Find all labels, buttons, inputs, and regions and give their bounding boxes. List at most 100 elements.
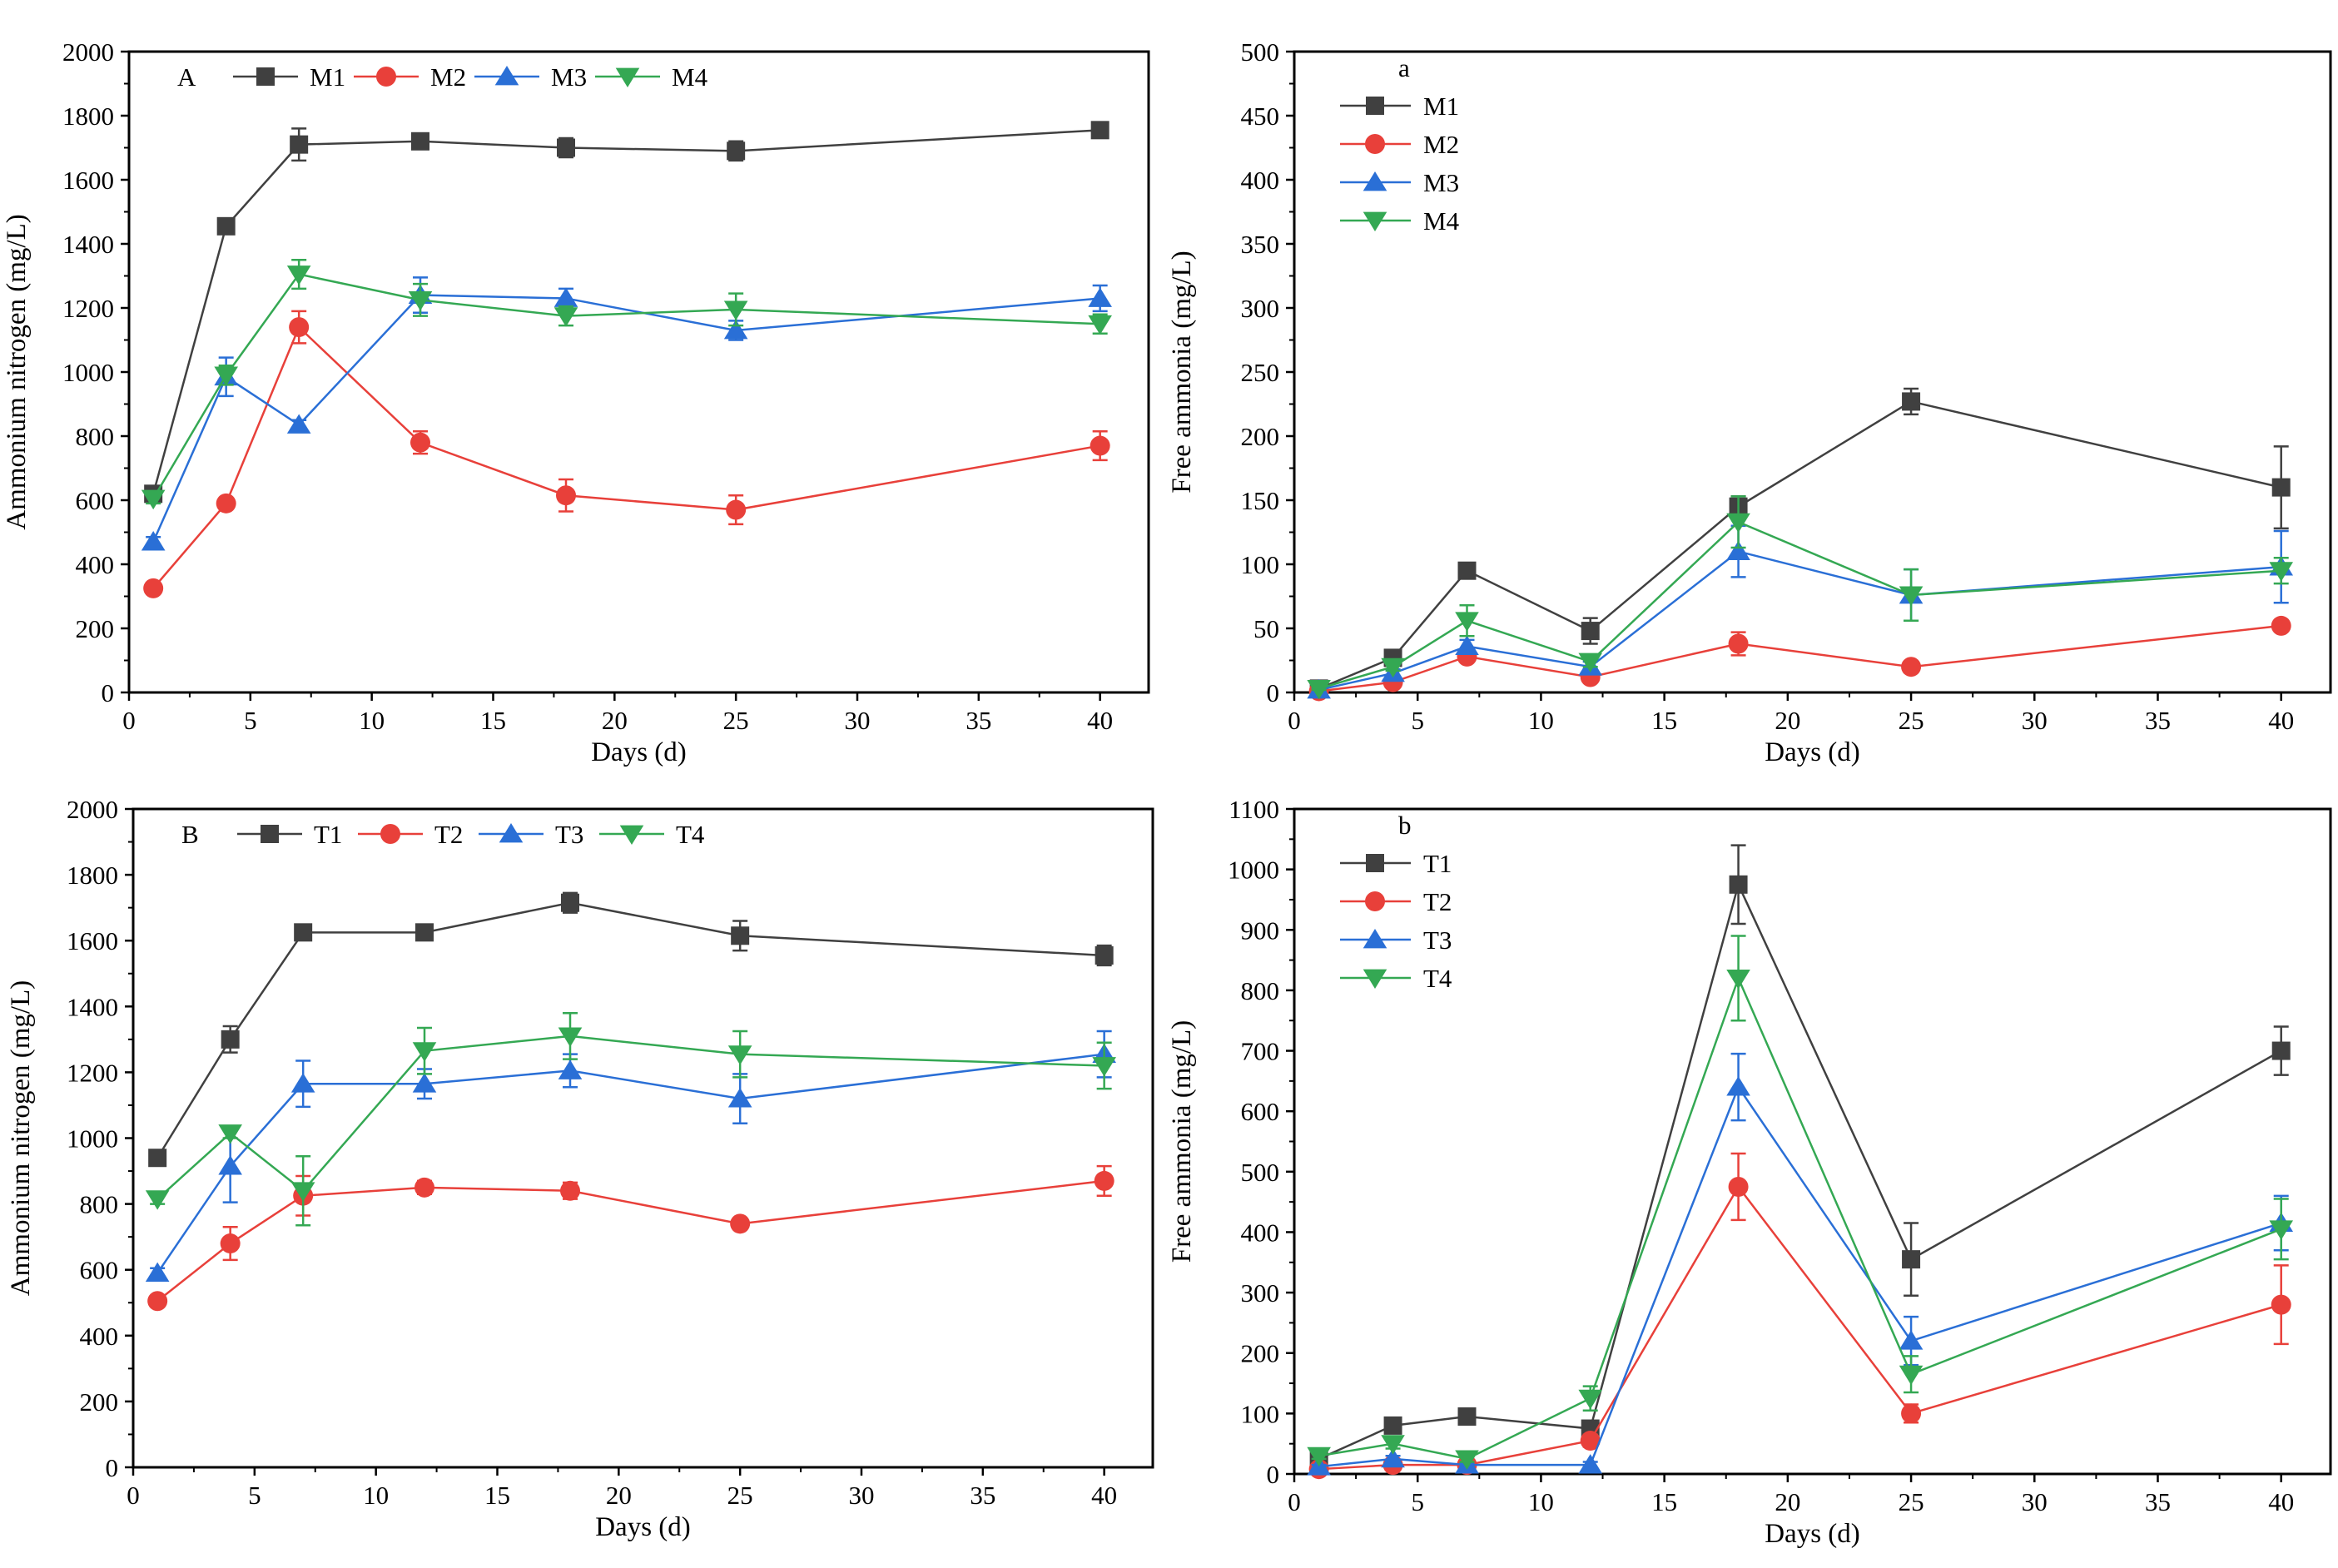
legend-label: M4 — [672, 62, 708, 92]
data-point — [1729, 875, 1748, 894]
data-point — [1090, 121, 1109, 140]
data-point — [1381, 657, 1405, 678]
series-line — [152, 325, 1100, 589]
legend-label: T3 — [555, 820, 583, 849]
y-tick-label: 500 — [1241, 1158, 1280, 1187]
data-point — [1381, 1435, 1405, 1455]
legend: A M1 M2 M3 M4 — [177, 62, 708, 92]
data-point — [218, 1155, 242, 1175]
data-point — [1899, 586, 1924, 606]
data-point — [290, 1073, 315, 1093]
x-tick-label: 20 — [1775, 706, 1800, 735]
data-point — [141, 531, 166, 551]
data-point — [727, 141, 746, 161]
x-axis-title: Days (d) — [1765, 1519, 1860, 1549]
x-axis-title: Days (d) — [595, 1512, 691, 1542]
y-tick-label: 1000 — [67, 1124, 118, 1154]
panel-label: B — [181, 820, 199, 849]
data-point — [1088, 315, 1112, 335]
x-tick-label: 10 — [1528, 706, 1554, 735]
y-tick-label: 1000 — [62, 358, 114, 387]
y-tick-label: 200 — [1241, 422, 1280, 451]
x-tick-label: 15 — [480, 706, 506, 735]
x-tick-label: 30 — [2022, 1487, 2048, 1516]
legend-label: T3 — [1423, 925, 1452, 955]
data-point — [727, 1088, 752, 1108]
data-point — [1899, 1330, 1924, 1350]
chart-panel-a: 0 5 10 15 20 25 30 35 40050100150200250300350400… — [1167, 37, 2332, 767]
x-tick-label: 30 — [849, 1481, 875, 1510]
series-M4 — [1307, 495, 2294, 700]
y-tick-label: 350 — [1241, 230, 1280, 259]
data-point — [408, 290, 433, 311]
data-point — [148, 1149, 167, 1168]
y-tick-label: 1800 — [62, 102, 114, 131]
legend-label: M4 — [1423, 206, 1460, 236]
legend-marker — [1363, 929, 1387, 949]
data-point — [2271, 1041, 2291, 1060]
data-point — [1726, 1076, 1750, 1096]
data-point — [2269, 562, 2294, 582]
y-tick-label: 0 — [1267, 1460, 1280, 1489]
y-tick-label: 800 — [80, 1190, 119, 1219]
data-point — [558, 1027, 583, 1047]
y-tick-label: 400 — [80, 1322, 119, 1351]
x-tick-label: 20 — [606, 1481, 632, 1510]
y-tick-label: 200 — [76, 614, 115, 643]
y-tick-label: 600 — [1241, 1097, 1280, 1126]
y-tick-label: 900 — [1241, 915, 1280, 945]
data-point — [727, 1045, 752, 1065]
series-M3 — [1307, 524, 2294, 699]
legend-marker — [1365, 134, 1385, 154]
chart-panel-B: 0 5 10 15 20 25 30 35 40020040060080010001200140… — [6, 795, 1154, 1542]
data-point — [1457, 561, 1477, 580]
data-point — [289, 317, 310, 338]
y-tick-label: 400 — [1241, 1218, 1280, 1247]
data-point — [145, 1190, 170, 1210]
y-axis-title: Free ammonia (mg/L) — [1167, 251, 1197, 493]
y-tick-label: 800 — [76, 422, 115, 451]
x-tick-label: 35 — [965, 706, 991, 735]
data-point — [1381, 1447, 1405, 1468]
y-tick-label: 100 — [1241, 1399, 1280, 1428]
series-M1 — [144, 121, 1109, 504]
data-point — [1307, 1446, 1331, 1467]
y-tick-label: 1600 — [62, 166, 114, 195]
data-point — [218, 1124, 242, 1144]
series-T4 — [145, 1011, 1116, 1227]
y-tick-label: 800 — [1241, 976, 1280, 1005]
legend-marker — [1363, 969, 1387, 989]
data-point — [553, 287, 578, 307]
y-tick-label: 1600 — [67, 926, 118, 955]
series-T3 — [145, 1030, 1116, 1283]
y-axis-title: Ammonium nitrogen (mg/L) — [6, 980, 36, 1296]
data-point — [1580, 1431, 1601, 1451]
legend-marker — [256, 67, 275, 86]
y-tick-label: 700 — [1241, 1037, 1280, 1066]
x-tick-label: 30 — [845, 706, 871, 735]
data-point — [2271, 615, 2291, 636]
series-line — [1318, 881, 2282, 1460]
x-tick-label: 5 — [244, 706, 257, 735]
legend-marker — [376, 67, 396, 87]
series-T4 — [1307, 935, 2294, 1470]
legend: b T1 T2 T3 T4 — [1340, 811, 1452, 993]
data-point — [1307, 679, 1331, 700]
panel-label: b — [1398, 811, 1412, 840]
data-point — [1457, 1407, 1477, 1426]
data-point — [286, 265, 311, 285]
legend-marker — [1365, 891, 1385, 911]
x-tick-label: 5 — [248, 1481, 261, 1510]
data-point — [2269, 1220, 2294, 1240]
x-tick-label: 15 — [484, 1481, 510, 1510]
legend-label: M2 — [430, 62, 466, 92]
legend-marker — [494, 66, 519, 86]
panel-label: a — [1398, 53, 1410, 82]
legend-label: T4 — [1423, 964, 1452, 993]
legend-marker — [1366, 97, 1384, 115]
legend-marker — [380, 824, 400, 844]
y-tick-label: 2000 — [62, 37, 114, 67]
data-point — [1726, 969, 1750, 990]
y-tick-label: 1800 — [67, 861, 118, 890]
